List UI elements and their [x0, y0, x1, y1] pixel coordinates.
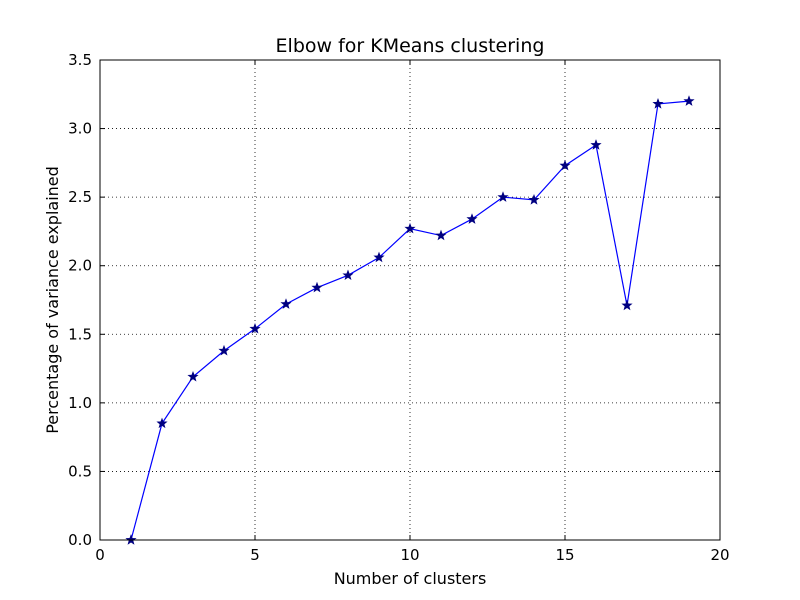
x-tick-label: 0 — [95, 546, 105, 564]
data-point — [311, 281, 323, 293]
data-point — [497, 191, 509, 202]
y-tick-label: 1.5 — [68, 325, 92, 343]
y-tick-label: 3.0 — [68, 120, 92, 138]
x-axis-label: Number of clusters — [334, 569, 487, 588]
data-point — [404, 222, 416, 234]
data-point — [528, 194, 540, 205]
data-point — [683, 95, 695, 106]
grid — [100, 60, 720, 540]
x-tick-label: 20 — [710, 546, 729, 564]
data-point — [652, 98, 664, 109]
data-point — [280, 298, 292, 309]
data-point — [590, 139, 602, 150]
chart-title: Elbow for KMeans clustering — [276, 35, 545, 57]
y-tick-label: 2.0 — [68, 257, 92, 275]
data-point — [156, 417, 168, 429]
series-layer — [125, 95, 695, 545]
data-point — [466, 213, 478, 224]
x-tick-label: 10 — [400, 546, 419, 564]
y-tick-label: 2.5 — [68, 188, 92, 206]
y-tick-label: 0.0 — [68, 531, 92, 549]
data-point — [342, 269, 354, 281]
x-tick-label: 5 — [250, 546, 260, 564]
data-point — [218, 344, 230, 356]
data-point — [435, 229, 447, 241]
ticks: 0 5 10 15 20 0.0 0.5 1.0 1.5 2.0 2.5 3.0 3.5 — [68, 51, 729, 564]
x-tick-label: 15 — [555, 546, 574, 564]
y-axis-label: Percentage of variance explained — [43, 166, 62, 434]
data-point — [373, 251, 385, 263]
data-point — [187, 370, 199, 382]
y-tick-label: 1.0 — [68, 394, 92, 412]
y-tick-label: 0.5 — [68, 462, 92, 480]
y-tick-label: 3.5 — [68, 51, 92, 69]
data-point — [249, 322, 261, 334]
data-point — [559, 159, 571, 171]
data-point — [621, 299, 633, 311]
